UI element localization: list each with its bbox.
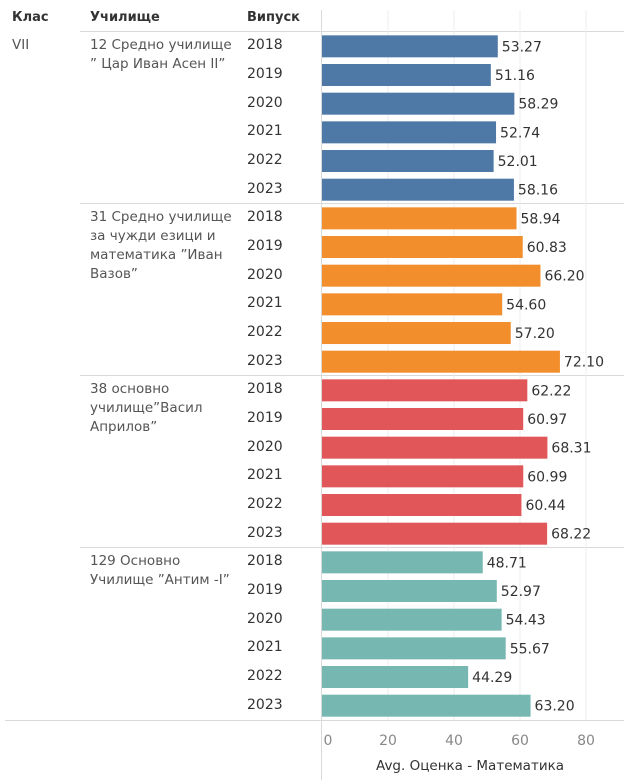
year-label: 2018 <box>247 37 283 54</box>
bar[interactable] <box>322 64 491 87</box>
bar[interactable] <box>322 121 497 144</box>
x-tick-label: 0 <box>324 733 333 749</box>
bar-value-label: 55.67 <box>510 641 550 657</box>
year-label: 2022 <box>247 324 283 340</box>
bar-value-label: 54.43 <box>506 613 546 629</box>
row-divider <box>80 203 624 204</box>
bar[interactable] <box>322 522 548 545</box>
table-bottom-line <box>5 720 624 721</box>
x-tick-label: 20 <box>379 733 397 749</box>
x-tick-label: 80 <box>577 733 595 749</box>
header-klas: Клас <box>12 10 49 25</box>
klas-value: VII <box>12 37 30 53</box>
school-name-4: 129 Основно Училище ”Антим -I” <box>90 553 230 588</box>
bar-value-label: 62.22 <box>531 383 571 399</box>
bar[interactable] <box>322 608 502 631</box>
bar-value-label: 54.60 <box>506 297 546 313</box>
bar-value-label: 68.22 <box>551 527 591 543</box>
bar[interactable] <box>322 264 541 287</box>
row-divider <box>80 31 624 32</box>
year-label: 2019 <box>247 582 283 598</box>
year-label: 2023 <box>247 524 283 541</box>
bar[interactable] <box>322 150 494 173</box>
year-label: 2018 <box>247 553 283 570</box>
row-divider <box>80 375 624 376</box>
bar[interactable] <box>322 236 523 259</box>
bar[interactable] <box>322 322 511 345</box>
bar[interactable] <box>322 379 528 402</box>
year-label: 2022 <box>247 668 283 684</box>
bar-value-label: 58.16 <box>518 183 558 199</box>
bar[interactable] <box>322 666 469 689</box>
bar-value-label: 44.29 <box>472 670 512 686</box>
year-label: 2020 <box>247 438 283 455</box>
year-label: 2023 <box>247 696 283 713</box>
x-tick-label: 60 <box>511 733 529 749</box>
bar[interactable] <box>322 436 548 459</box>
bar[interactable] <box>322 494 522 517</box>
bar[interactable] <box>322 408 524 431</box>
bar[interactable] <box>322 178 514 201</box>
year-label: 2019 <box>247 66 283 82</box>
bar-value-label: 58.94 <box>521 211 561 227</box>
bar-value-label: 57.20 <box>515 326 555 342</box>
school-name-3: 38 основно училище”Васил Априлов” <box>90 381 203 435</box>
bar-value-label: 68.31 <box>551 441 591 457</box>
year-label: 2018 <box>247 209 283 226</box>
year-label: 2021 <box>247 639 283 656</box>
bar[interactable] <box>322 92 515 115</box>
table-divider-v <box>321 10 322 780</box>
bar[interactable] <box>322 207 517 230</box>
year-label: 2018 <box>247 381 283 398</box>
bar-value-label: 52.74 <box>500 125 540 141</box>
year-label: 2022 <box>247 496 283 512</box>
bar-value-label: 60.99 <box>527 469 567 485</box>
row-divider <box>80 547 624 548</box>
school-name-2: 31 Средно училище за чужди езици и матем… <box>90 209 232 282</box>
year-label: 2020 <box>247 94 283 111</box>
bar-value-label: 60.44 <box>525 498 565 514</box>
year-label: 2019 <box>247 238 283 254</box>
header-school: Училище <box>90 10 160 25</box>
school-name-1: 12 Средно училище ” Цар Иван Асен II” <box>90 37 232 72</box>
year-label: 2023 <box>247 180 283 197</box>
bar-value-label: 66.20 <box>544 269 584 285</box>
bar-value-label: 63.20 <box>535 699 575 715</box>
bar[interactable] <box>322 551 483 574</box>
bar-value-label: 58.29 <box>518 97 558 113</box>
bar-value-label: 48.71 <box>487 555 527 571</box>
bar-value-label: 51.16 <box>495 68 535 84</box>
year-label: 2022 <box>247 152 283 168</box>
bar-value-label: 53.27 <box>502 39 542 55</box>
bar-value-label: 72.10 <box>564 355 604 371</box>
year-label: 2020 <box>247 610 283 627</box>
x-tick-label: 40 <box>445 733 463 749</box>
bar[interactable] <box>322 694 531 717</box>
bar-value-label: 60.83 <box>527 240 567 256</box>
year-label: 2021 <box>247 467 283 484</box>
bar[interactable] <box>322 293 503 316</box>
year-label: 2021 <box>247 123 283 140</box>
x-axis-title: Avg. Оценка - Математика <box>376 758 565 774</box>
bar[interactable] <box>322 465 524 488</box>
year-label: 2019 <box>247 410 283 426</box>
year-label: 2020 <box>247 266 283 283</box>
bar-value-label: 60.97 <box>527 412 567 428</box>
year-label: 2021 <box>247 295 283 312</box>
bar[interactable] <box>322 35 498 58</box>
year-label: 2023 <box>247 352 283 369</box>
bar[interactable] <box>322 580 497 603</box>
header-year: Випуск <box>247 10 301 25</box>
bar[interactable] <box>322 637 506 660</box>
bar[interactable] <box>322 350 560 373</box>
bar-value-label: 52.01 <box>498 154 538 170</box>
bar-value-label: 52.97 <box>501 584 541 600</box>
